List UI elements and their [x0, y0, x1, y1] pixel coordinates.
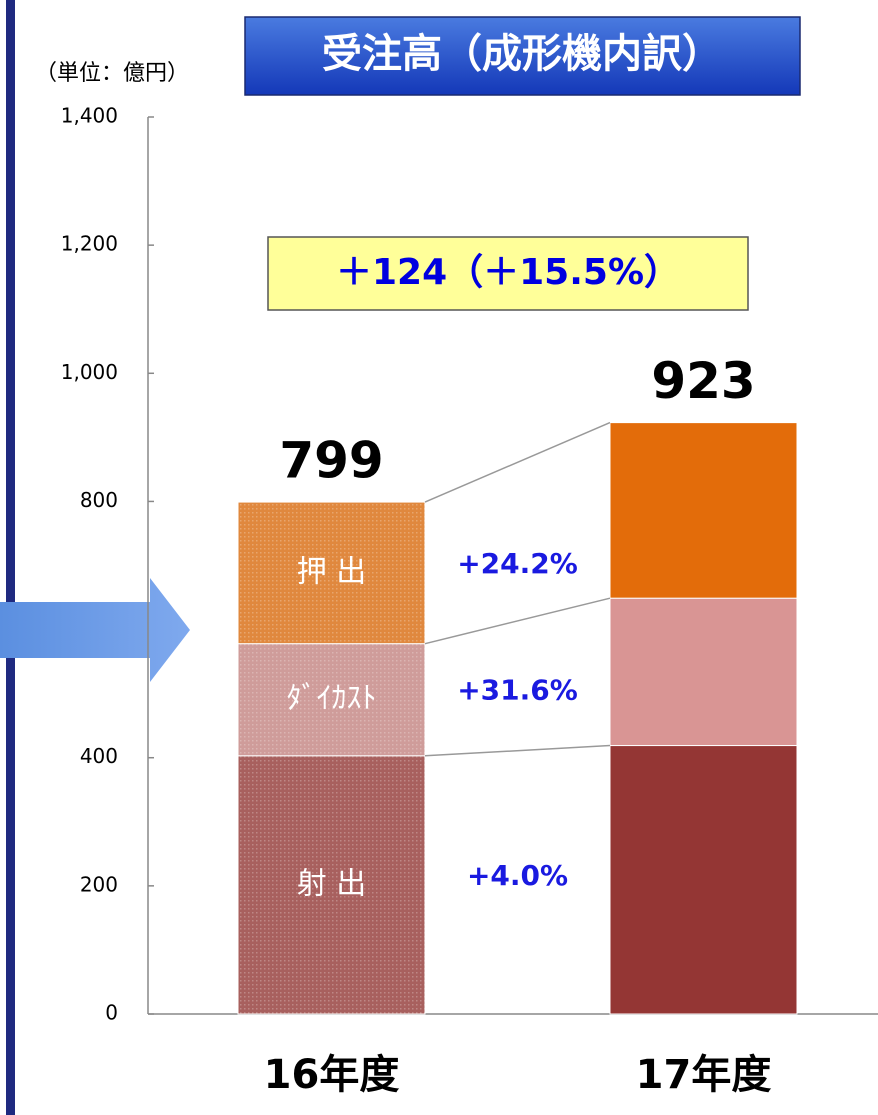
y-tick-label: 800	[80, 488, 118, 512]
side-bar	[6, 0, 15, 1115]
bar-segment	[609, 597, 798, 747]
bar-texture	[238, 643, 425, 756]
annotation-box	[267, 236, 749, 311]
connector	[424, 744, 611, 757]
segment-label: 射 出	[297, 866, 367, 901]
total-label: 799	[279, 432, 383, 490]
x-tick-label: 17年度	[636, 1052, 772, 1098]
bar-texture	[238, 755, 425, 1014]
segment-label: ﾀﾞｲｶｽﾄ	[287, 681, 377, 716]
y-tick-label: 200	[80, 872, 118, 896]
chart-title: 受注高（成形機内訳）	[322, 31, 722, 77]
segment-label: 押 出	[297, 554, 367, 589]
change-label: +31.6%	[457, 674, 578, 707]
y-tick-label: 1,200	[61, 232, 118, 256]
title-box	[244, 16, 801, 96]
arrow	[0, 578, 190, 682]
bar-segment	[609, 422, 798, 599]
bar-texture	[238, 502, 425, 644]
y-tick-label: 400	[80, 744, 118, 768]
y-tick-label: 1,400	[61, 104, 118, 128]
x-tick-label: 16年度	[264, 1052, 400, 1098]
y-tick-label: 1,000	[61, 360, 118, 384]
connector	[424, 421, 611, 503]
connector	[424, 597, 611, 645]
unit-label: （単位：億円）	[35, 61, 189, 86]
total-label: 923	[651, 352, 755, 410]
bar-segment	[609, 745, 798, 1015]
change-label: +24.2%	[457, 547, 578, 580]
annotation: ＋124（＋15.5%）	[336, 252, 680, 293]
change-label: +4.0%	[467, 859, 568, 892]
y-tick-label: 0	[105, 1001, 118, 1025]
